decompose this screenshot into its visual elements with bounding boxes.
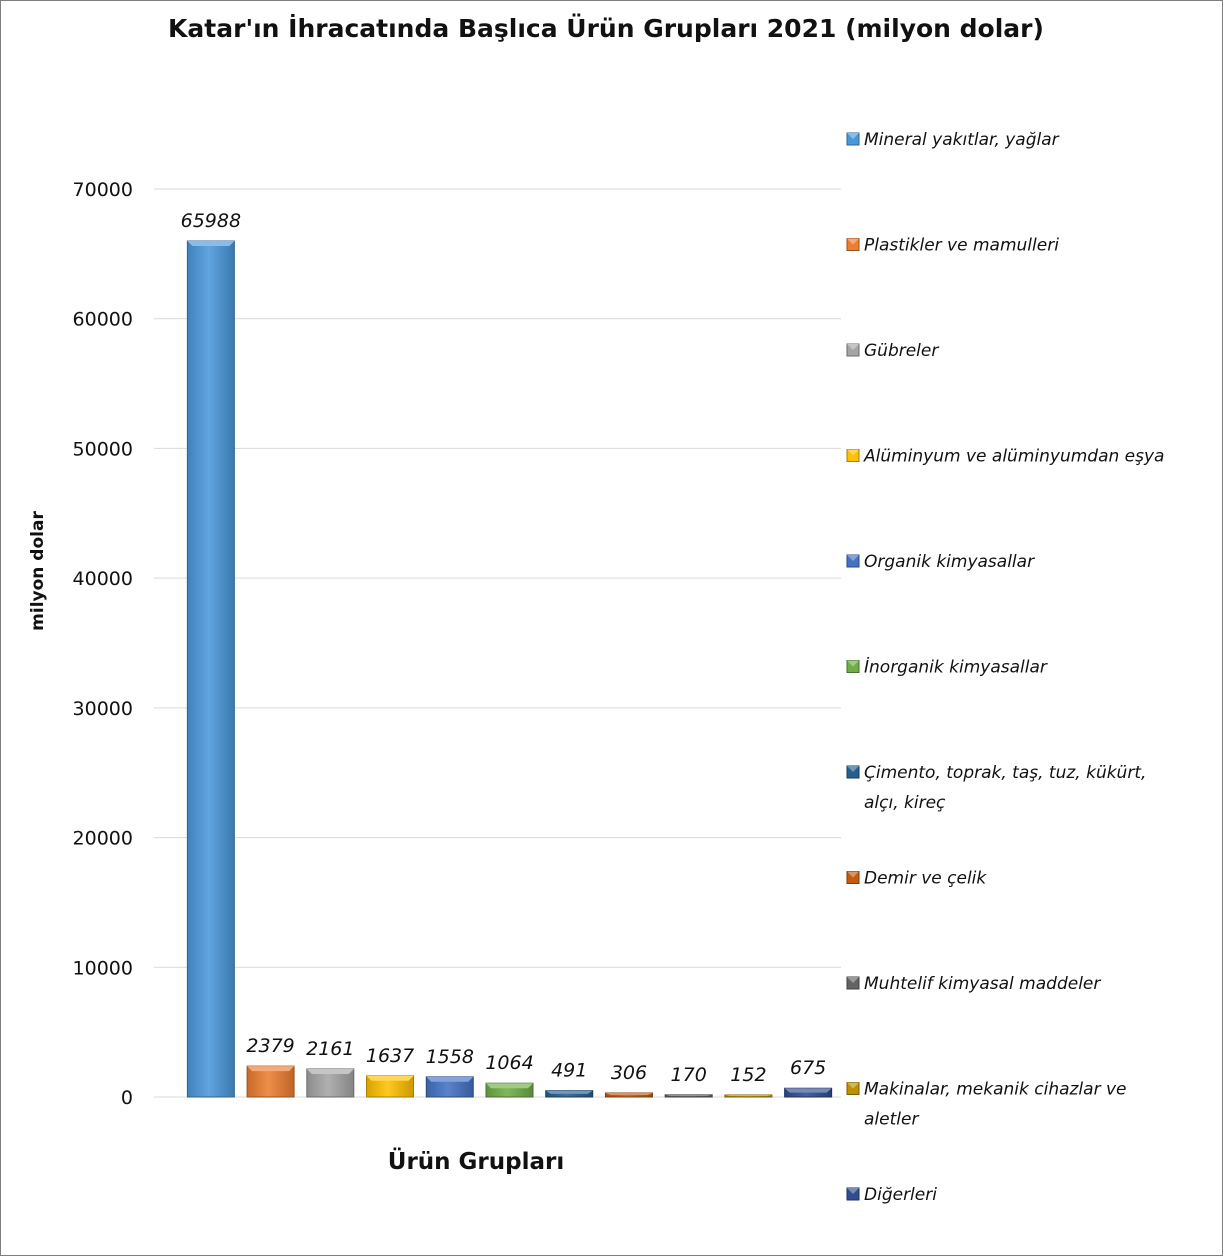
data-label: 152 [730, 1064, 766, 1086]
bars [186, 240, 833, 1098]
bar [246, 1065, 295, 1098]
legend-swatch-bevel [847, 1082, 859, 1089]
bar [604, 1092, 653, 1098]
bar-bevel [426, 1076, 474, 1082]
bar-bevel [187, 241, 235, 247]
y-axis-title: milyon dolar [28, 511, 48, 631]
legend-swatch-bevel [847, 1188, 859, 1194]
bar-bevel [545, 1090, 593, 1094]
legend-label: Makinalar, mekanik cihazlar ve aletler [864, 1080, 1127, 1130]
legend-item: Mineral yakıtlar, yağlar [846, 130, 1060, 150]
y-tick-label: 60000 [73, 309, 133, 331]
data-label: 306 [611, 1062, 647, 1084]
legend-label: İnorganik kimyasallar [864, 657, 1048, 678]
legend-item: Alüminyum ve alüminyumdan eşya [846, 447, 1164, 467]
bar [784, 1087, 833, 1098]
data-label: 1637 [366, 1045, 414, 1067]
bar-bevel [247, 1066, 295, 1072]
legend-label: Demir ve çelik [864, 869, 987, 889]
y-axis-ticks: 0 10000 20000 30000 40000 50000 60000 70000 [73, 179, 133, 1109]
legend-swatch-bevel [847, 766, 859, 772]
legend-swatch-bevel [847, 344, 859, 350]
legend-swatch-bevel [847, 977, 859, 983]
legend-label: Gübreler [864, 341, 939, 361]
y-tick-label: 50000 [73, 438, 133, 460]
data-label: 2161 [306, 1038, 354, 1060]
legend-label: Plastikler ve mamulleri [864, 236, 1059, 256]
legend-label: Organik kimyasallar [864, 552, 1035, 572]
bar-body [186, 240, 235, 1098]
data-label: 675 [790, 1057, 826, 1079]
bar [425, 1076, 474, 1098]
legend-item: Makinalar, mekanik cihazlar ve aletler [846, 1080, 1127, 1130]
legend-swatch-bevel [847, 660, 859, 667]
y-tick-label: 40000 [73, 568, 133, 590]
data-label: 491 [551, 1060, 587, 1082]
legend-item: Çimento, toprak, taş, tuz, kükürt, alçı, … [846, 763, 1146, 813]
y-tick-label: 10000 [73, 957, 133, 979]
y-tick-label: 0 [121, 1087, 133, 1109]
legend-label: Muhtelif kimyasal maddeler [864, 974, 1101, 994]
y-tick-label: 20000 [73, 828, 133, 850]
legend-swatch-bevel [847, 555, 859, 561]
data-label: 1064 [485, 1052, 533, 1074]
legend-label: Diğerleri [864, 1185, 937, 1205]
legend-label: Çimento, toprak, taş, tuz, kükürt, alçı, … [864, 763, 1146, 813]
bar [306, 1068, 355, 1098]
legend-swatch-bevel [847, 449, 859, 456]
y-tick-label: 70000 [73, 179, 133, 201]
legend-label: Mineral yakıtlar, yağlar [864, 130, 1060, 150]
bar-bevel [784, 1088, 832, 1093]
bar-bevel [724, 1095, 772, 1097]
legend-swatch-bevel [847, 871, 859, 878]
bar-bevel [605, 1093, 653, 1096]
y-tick-label: 30000 [73, 698, 133, 720]
legend-swatch-bevel [847, 238, 859, 245]
data-label: 1558 [426, 1046, 474, 1068]
legend-item: Plastikler ve mamulleri [846, 236, 1059, 256]
bar [724, 1094, 773, 1098]
chart-title: Katar'ın İhracatında Başlıca Ürün Grupla… [168, 13, 1044, 43]
legend-item: Diğerleri [846, 1185, 937, 1205]
legend-item: Gübreler [846, 341, 939, 361]
bar [186, 240, 235, 1098]
bar [366, 1075, 415, 1098]
x-axis-title: Ürün Grupları [388, 1147, 564, 1175]
data-labels: 65988 2379 2161 1637 1558 1064 491 306 170 152 675 [181, 210, 827, 1086]
bar [545, 1090, 594, 1098]
gridlines [154, 188, 841, 1098]
data-label: 65988 [181, 210, 241, 232]
legend-item: İnorganik kimyasallar [846, 657, 1048, 678]
legend-item: Demir ve çelik [846, 869, 987, 889]
bar-body [246, 1065, 295, 1098]
legend-item: Muhtelif kimyasal maddeler [846, 974, 1101, 994]
legend-swatch-bevel [847, 133, 859, 139]
bar-bevel [665, 1094, 713, 1096]
data-label: 2379 [246, 1035, 294, 1057]
bar-bevel [486, 1083, 533, 1089]
legend-label: Alüminyum ve alüminyumdan eşya [863, 447, 1164, 467]
legend: Mineral yakıtlar, yağlar Plastikler ve ma… [846, 130, 1164, 1205]
bar [664, 1094, 713, 1098]
bar [485, 1082, 534, 1098]
bar-bevel [366, 1075, 414, 1081]
legend-item: Organik kimyasallar [846, 552, 1035, 572]
data-label: 170 [671, 1064, 707, 1086]
bar-bevel [306, 1068, 354, 1074]
